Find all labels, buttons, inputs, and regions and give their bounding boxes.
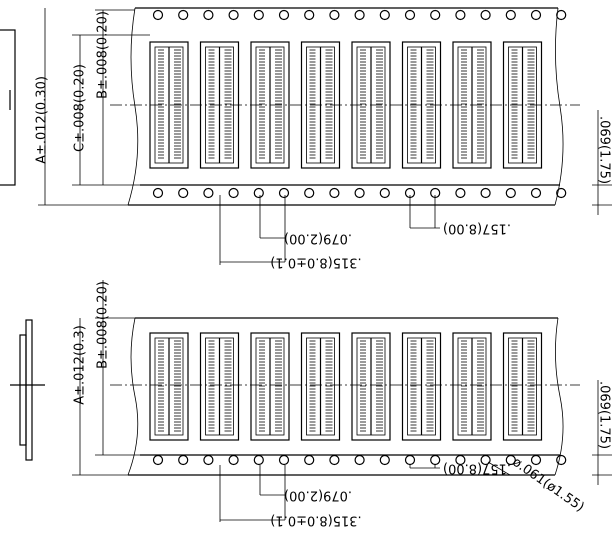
sprocket-hole xyxy=(228,9,239,21)
sprocket-hole xyxy=(329,454,340,466)
sprocket-hole xyxy=(530,187,542,199)
connector-inner xyxy=(306,337,335,436)
sprocket-hole xyxy=(556,187,567,199)
sprocket-hole xyxy=(228,187,239,199)
sprocket-hole xyxy=(455,9,466,21)
a-dimension: A±.012(0.3) xyxy=(73,325,88,405)
c-dimension: C±.008(0.20) xyxy=(73,64,88,152)
side-view xyxy=(19,334,27,446)
connector-inner xyxy=(255,337,285,436)
sprocket-hole xyxy=(304,9,315,21)
sprocket-hole xyxy=(329,9,340,21)
pitch-dimension: .079(2.00) xyxy=(284,488,352,503)
sprocket-hole xyxy=(152,187,164,199)
hole-dimension: .315(8.0±0.1) xyxy=(270,513,361,528)
sprocket-hole xyxy=(203,187,214,199)
connector-inner xyxy=(457,337,487,436)
sprocket-hole xyxy=(278,187,290,199)
sprocket-hole xyxy=(152,9,164,21)
connector-inner xyxy=(508,337,537,436)
sprocket-hole xyxy=(530,9,542,21)
sprocket-hole xyxy=(304,187,315,199)
tape-cut xyxy=(554,7,564,206)
sprocket-hole xyxy=(505,187,516,199)
sprocket-hole xyxy=(354,454,365,466)
sprocket-hole xyxy=(178,9,189,21)
connector-body xyxy=(452,332,492,441)
side-view xyxy=(0,29,16,186)
sprocket-hole xyxy=(430,187,441,199)
sprocket-hole xyxy=(530,454,542,466)
sprocket-hole xyxy=(152,454,164,466)
sprocket-hole xyxy=(556,9,567,21)
hole-dimension: .315(8.0±0.1) xyxy=(270,255,361,270)
hole-diameter: ø.061(ø1.55) xyxy=(509,455,586,515)
sprocket-hole xyxy=(556,454,567,466)
connector-body xyxy=(199,332,240,441)
sprocket-hole xyxy=(228,454,239,466)
sprocket-hole xyxy=(203,454,214,466)
connector-body xyxy=(401,332,442,441)
connector-inner xyxy=(205,337,234,436)
sprocket-hole xyxy=(253,454,264,466)
sprocket-hole xyxy=(304,454,315,466)
sprocket-hole xyxy=(455,187,466,199)
sprocket-hole xyxy=(253,9,264,21)
side-view xyxy=(25,319,33,461)
sprocket-hole xyxy=(178,187,189,199)
sprocket-hole xyxy=(278,9,290,21)
sprocket-hole xyxy=(404,9,416,21)
sprocket-hole xyxy=(203,9,214,21)
sprocket-hole xyxy=(354,9,365,21)
line xyxy=(487,461,511,476)
sprocket-hole xyxy=(505,9,516,21)
sprocket-hole xyxy=(278,454,290,466)
sprocket-hole xyxy=(354,187,365,199)
connector-body xyxy=(149,332,189,441)
sprocket-hole xyxy=(329,187,340,199)
connector-body xyxy=(351,332,391,441)
sprocket-hole xyxy=(379,9,390,21)
top-view: B±.008(0.20) C±.008(0.20) A±.012(0.30) .… xyxy=(35,11,612,269)
pitch-dimension: .079(2.00) xyxy=(284,231,352,246)
spacing-dimension: .157(8.00) xyxy=(443,221,511,236)
sprocket-hole xyxy=(480,187,491,199)
connector-body xyxy=(300,332,341,441)
b-dimension: B±.008(0.20) xyxy=(96,11,111,99)
height-dimension: .069(1.75) xyxy=(597,116,612,184)
spacing-dimension: .157(8.00) xyxy=(443,461,511,476)
a-dimension: A±.012(0.30) xyxy=(35,76,50,164)
connector-inner xyxy=(407,337,436,436)
sprocket-hole xyxy=(178,454,189,466)
sprocket-hole xyxy=(379,454,390,466)
tape-cut xyxy=(554,317,564,476)
height-dimension: .069(1.75) xyxy=(597,381,612,449)
sprocket-hole xyxy=(480,9,491,21)
sprocket-hole xyxy=(404,454,416,466)
sprocket-hole xyxy=(404,187,416,199)
sprocket-hole xyxy=(253,187,264,199)
sprocket-hole xyxy=(379,187,390,199)
b-dimension: B±.008(0.20) xyxy=(96,281,111,369)
connector-inner xyxy=(356,337,386,436)
tape-cut xyxy=(127,7,139,206)
tape-cut xyxy=(127,317,139,476)
connector-inner xyxy=(154,337,184,436)
sprocket-hole xyxy=(430,9,441,21)
connector-body xyxy=(502,332,543,441)
connector-body xyxy=(250,332,290,441)
sprocket-hole xyxy=(430,454,441,466)
